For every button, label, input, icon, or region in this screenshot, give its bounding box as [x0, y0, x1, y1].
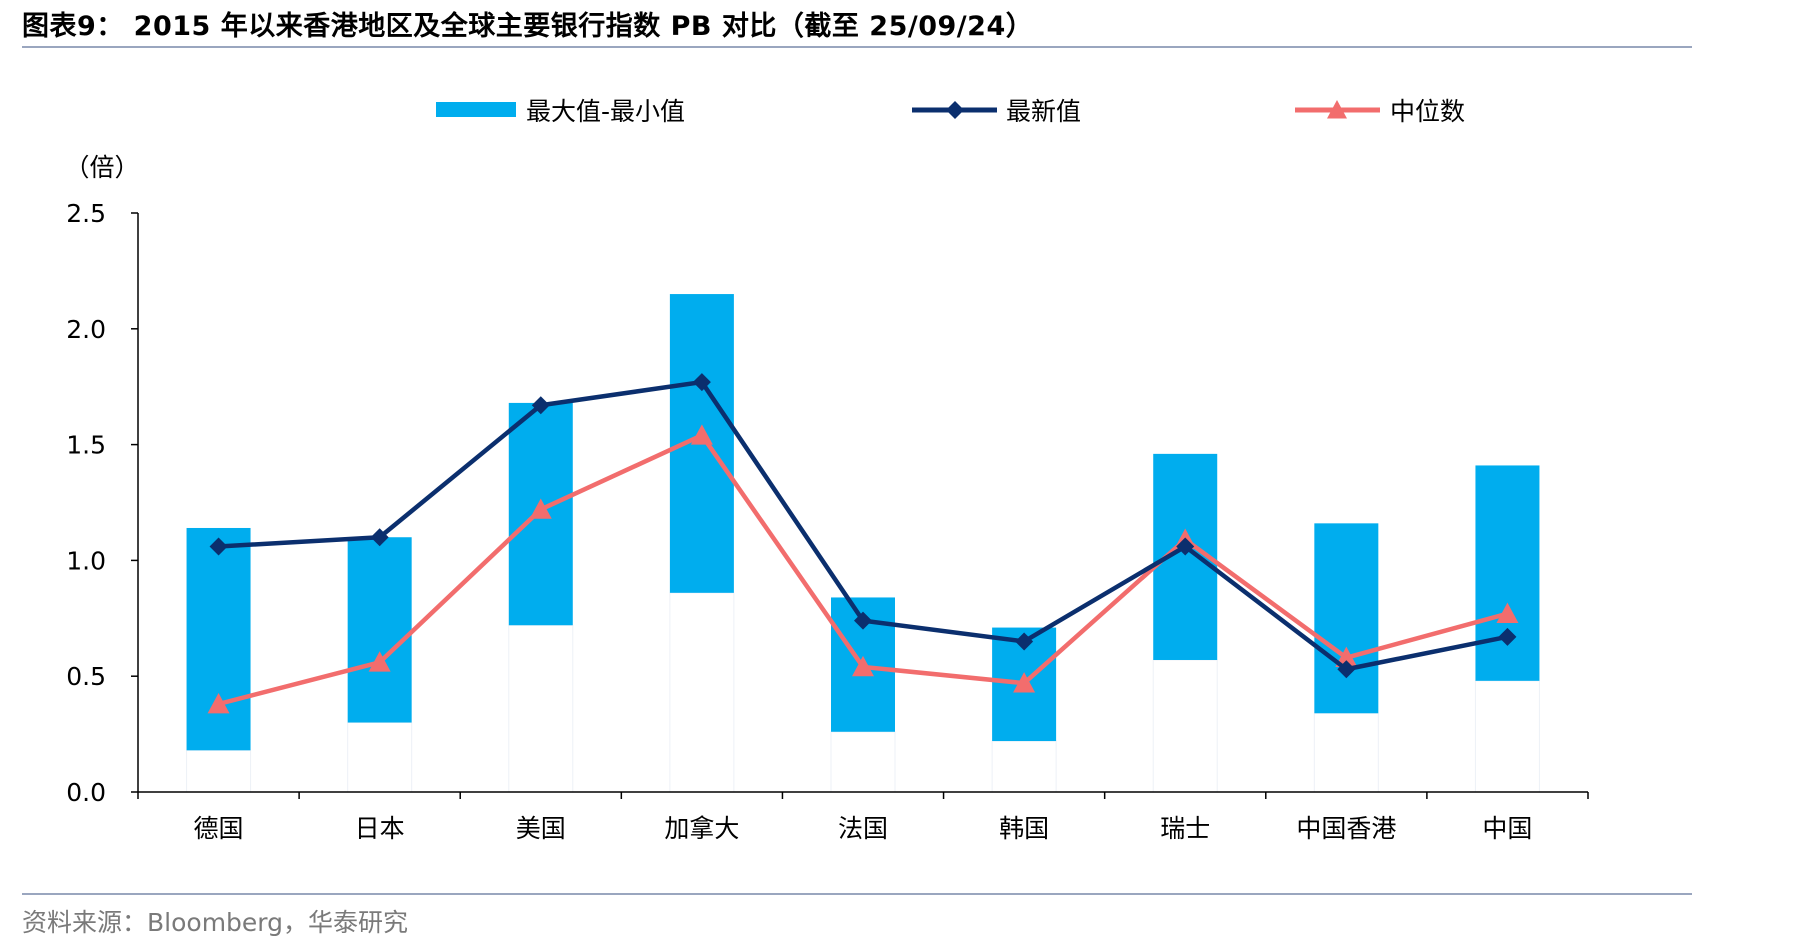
x-tick-label: 瑞士 — [1160, 814, 1210, 843]
median-point — [690, 424, 713, 445]
legend-marker-latest — [946, 101, 964, 119]
legend-marker-median — [1327, 100, 1347, 119]
median-point — [368, 651, 391, 672]
bar-base-3 — [669, 592, 735, 793]
range-bar-8 — [1475, 465, 1540, 681]
x-tick-label: 德国 — [194, 814, 244, 843]
x-tick-label: 中国香港 — [1296, 814, 1396, 843]
legend-label-latest: 最新值 — [1006, 97, 1081, 126]
y-tick-label: 2.0 — [66, 315, 106, 344]
latest-point — [1176, 537, 1195, 556]
bar-base-8 — [1474, 680, 1540, 793]
range-bar-1 — [347, 537, 412, 723]
legend-label-range: 最大值-最小值 — [526, 97, 685, 126]
bar-base-1 — [347, 722, 413, 793]
median-point — [207, 692, 230, 714]
median-point — [1335, 646, 1358, 668]
median-point — [852, 655, 874, 677]
latest-point — [209, 537, 228, 556]
median-point — [529, 498, 552, 519]
latest-point — [531, 396, 550, 415]
median-point — [1013, 672, 1036, 693]
x-tick-label: 加拿大 — [664, 814, 739, 843]
latest-point — [692, 373, 711, 392]
legend-swatch-range — [436, 102, 516, 117]
legend-label-median: 中位数 — [1390, 97, 1465, 126]
latest-point — [854, 611, 872, 630]
bar-base-6 — [1152, 659, 1218, 793]
bar-base-0 — [186, 749, 252, 793]
range-bars — [186, 294, 1540, 793]
bottom-rule — [22, 893, 1692, 895]
y-tick-label: 0.0 — [66, 778, 106, 807]
top-rule — [22, 46, 1692, 48]
x-tick-label: 法国 — [838, 814, 888, 843]
range-bar-7 — [1314, 523, 1379, 714]
y-tick-label: 0.5 — [66, 662, 106, 691]
bar-base-4 — [830, 731, 896, 793]
y-tick-label: 2.5 — [66, 199, 106, 228]
x-tick-label: 美国 — [516, 814, 566, 843]
range-bar-0 — [186, 527, 251, 751]
x-tick-label: 中国 — [1482, 814, 1532, 843]
axes: 0.0 0.5 1.0 1.5 2.0 2.5 德国 日本 美国 加拿大 法国 韩国 瑞士 中国香港 中国 （… — [64, 153, 1589, 843]
bar-base-2 — [508, 624, 574, 793]
median-point — [1496, 602, 1519, 624]
chart-title: 图表9： 2015 年以来香港地区及全球主要银行指数 PB 对比（截至 25/0… — [22, 11, 1034, 42]
source-note: 资料来源：Bloomberg，华泰研究 — [22, 908, 408, 937]
latest-point — [1498, 627, 1517, 646]
bar-base-7 — [1313, 712, 1379, 793]
series-lines — [207, 373, 1519, 714]
legend: 最大值-最小值 最新值 中位数 — [436, 97, 1465, 126]
y-axis-label: （倍） — [64, 153, 139, 182]
latest-point — [1015, 632, 1034, 651]
y-tick-label: 1.5 — [66, 431, 106, 460]
y-tick-label: 1.0 — [66, 546, 106, 575]
latest-point — [1337, 660, 1356, 679]
bar-base-5 — [991, 740, 1057, 793]
x-tick-label: 日本 — [355, 814, 405, 843]
x-tick-label: 韩国 — [999, 814, 1049, 843]
latest-point — [370, 528, 389, 547]
